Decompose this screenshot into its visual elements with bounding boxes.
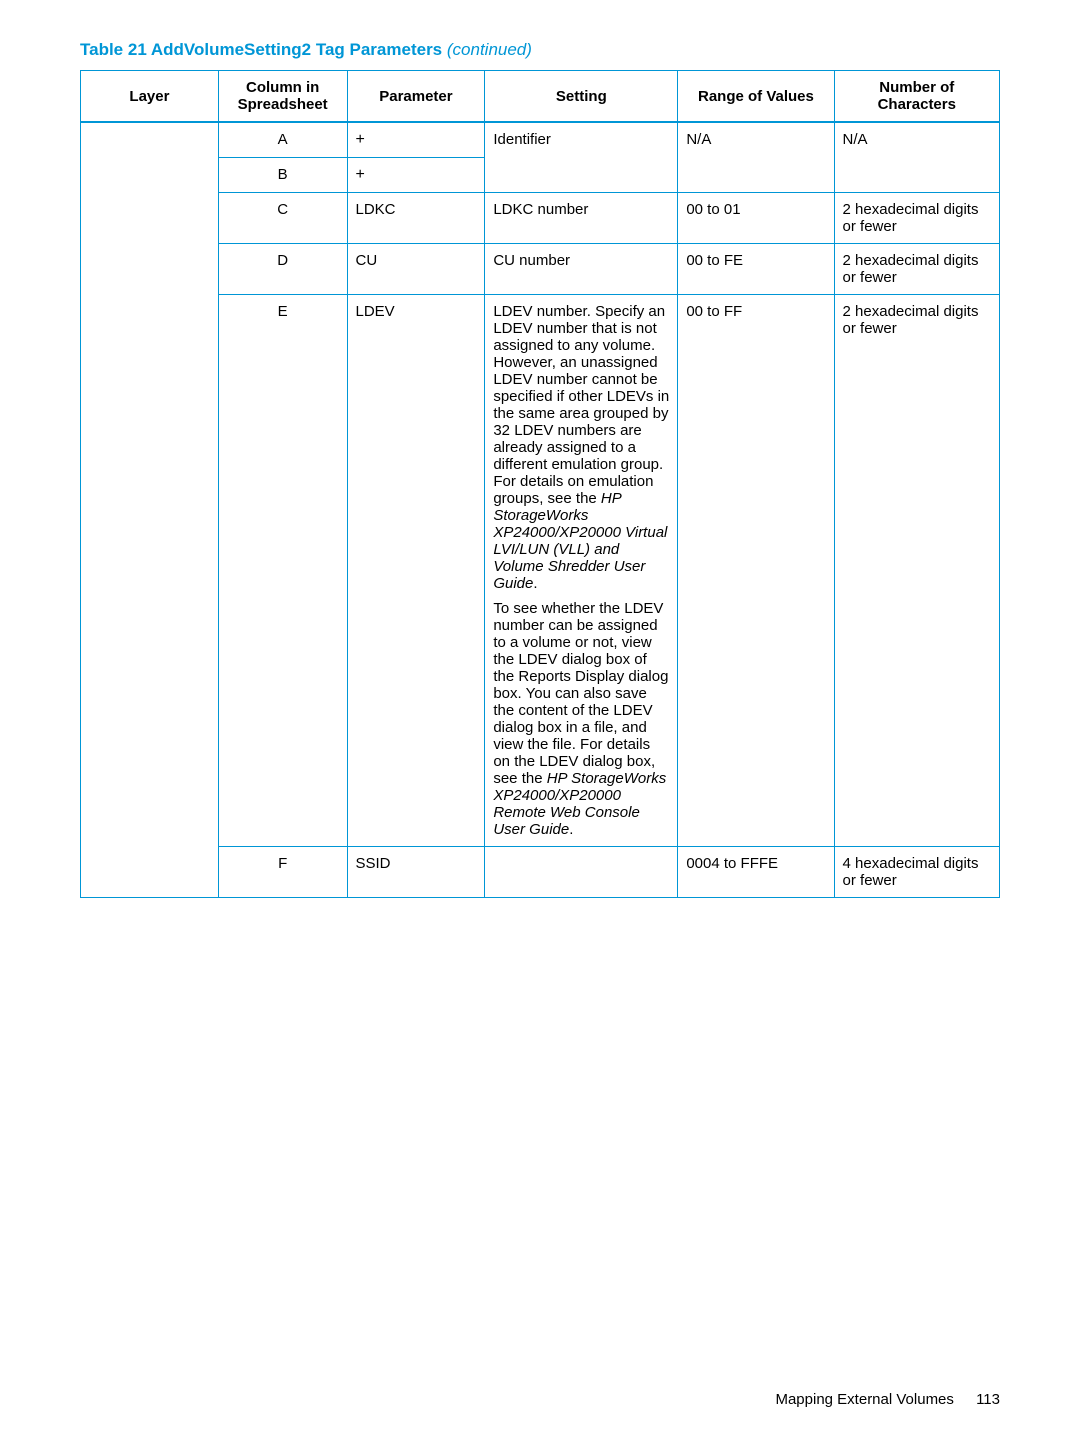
- cell-range-c: 00 to 01: [678, 193, 834, 244]
- table-row: E LDEV LDEV number. Specify an LDEV numb…: [81, 295, 1000, 847]
- title-suffix: (continued): [447, 40, 532, 59]
- cell-param-e: LDEV: [347, 295, 485, 847]
- cell-setting-f: [485, 847, 678, 898]
- cell-col-e: E: [218, 295, 347, 847]
- cell-range-a: N/A: [678, 122, 834, 193]
- table-row: F SSID 0004 to FFFE 4 hexadecimal digits…: [81, 847, 1000, 898]
- table-row: C LDKC LDKC number 00 to 01 2 hexadecima…: [81, 193, 1000, 244]
- cell-param-b: +: [347, 158, 485, 193]
- cell-col-d: D: [218, 244, 347, 295]
- table-row: A + Identifier N/A N/A: [81, 122, 1000, 158]
- cell-col-a: A: [218, 122, 347, 158]
- header-range: Range of Values: [678, 71, 834, 123]
- cell-range-e: 00 to FF: [678, 295, 834, 847]
- cell-col-c: C: [218, 193, 347, 244]
- setting-e-para2: To see whether the LDEV number can be as…: [493, 600, 669, 838]
- cell-chars-c: 2 hexadecimal digits or fewer: [834, 193, 999, 244]
- cell-layer: [81, 122, 219, 898]
- table-title: Table 21 AddVolumeSetting2 Tag Parameter…: [80, 40, 1000, 60]
- setting-e-para1: LDEV number. Specify an LDEV number that…: [493, 303, 669, 592]
- cell-col-b: B: [218, 158, 347, 193]
- table-row: D CU CU number 00 to FE 2 hexadecimal di…: [81, 244, 1000, 295]
- cell-chars-d: 2 hexadecimal digits or fewer: [834, 244, 999, 295]
- footer-section: Mapping External Volumes: [775, 1391, 953, 1408]
- cell-setting-a: Identifier: [485, 122, 678, 193]
- cell-chars-f: 4 hexadecimal digits or fewer: [834, 847, 999, 898]
- cell-range-d: 00 to FE: [678, 244, 834, 295]
- header-layer: Layer: [81, 71, 219, 123]
- cell-range-f: 0004 to FFFE: [678, 847, 834, 898]
- setting-e-p2a: To see whether the LDEV number can be as…: [493, 600, 668, 787]
- cell-param-c: LDKC: [347, 193, 485, 244]
- header-setting: Setting: [485, 71, 678, 123]
- header-parameter: Parameter: [347, 71, 485, 123]
- header-chars: Number of Characters: [834, 71, 999, 123]
- cell-chars-e: 2 hexadecimal digits or fewer: [834, 295, 999, 847]
- cell-param-d: CU: [347, 244, 485, 295]
- cell-setting-c: LDKC number: [485, 193, 678, 244]
- setting-e-p1c: .: [533, 575, 537, 592]
- cell-chars-a: N/A: [834, 122, 999, 193]
- setting-e-p2c: .: [569, 821, 573, 838]
- cell-param-a: +: [347, 122, 485, 158]
- setting-e-p1a: LDEV number. Specify an LDEV number that…: [493, 303, 669, 507]
- cell-param-f: SSID: [347, 847, 485, 898]
- cell-setting-e: LDEV number. Specify an LDEV number that…: [485, 295, 678, 847]
- cell-setting-d: CU number: [485, 244, 678, 295]
- cell-col-f: F: [218, 847, 347, 898]
- page-footer: Mapping External Volumes 113: [775, 1391, 1000, 1408]
- parameters-table: Layer Column in Spreadsheet Parameter Se…: [80, 70, 1000, 898]
- footer-page: 113: [976, 1391, 1000, 1408]
- title-prefix: Table 21 AddVolumeSetting2 Tag Parameter…: [80, 40, 442, 59]
- table-header-row: Layer Column in Spreadsheet Parameter Se…: [81, 71, 1000, 123]
- header-column: Column in Spreadsheet: [218, 71, 347, 123]
